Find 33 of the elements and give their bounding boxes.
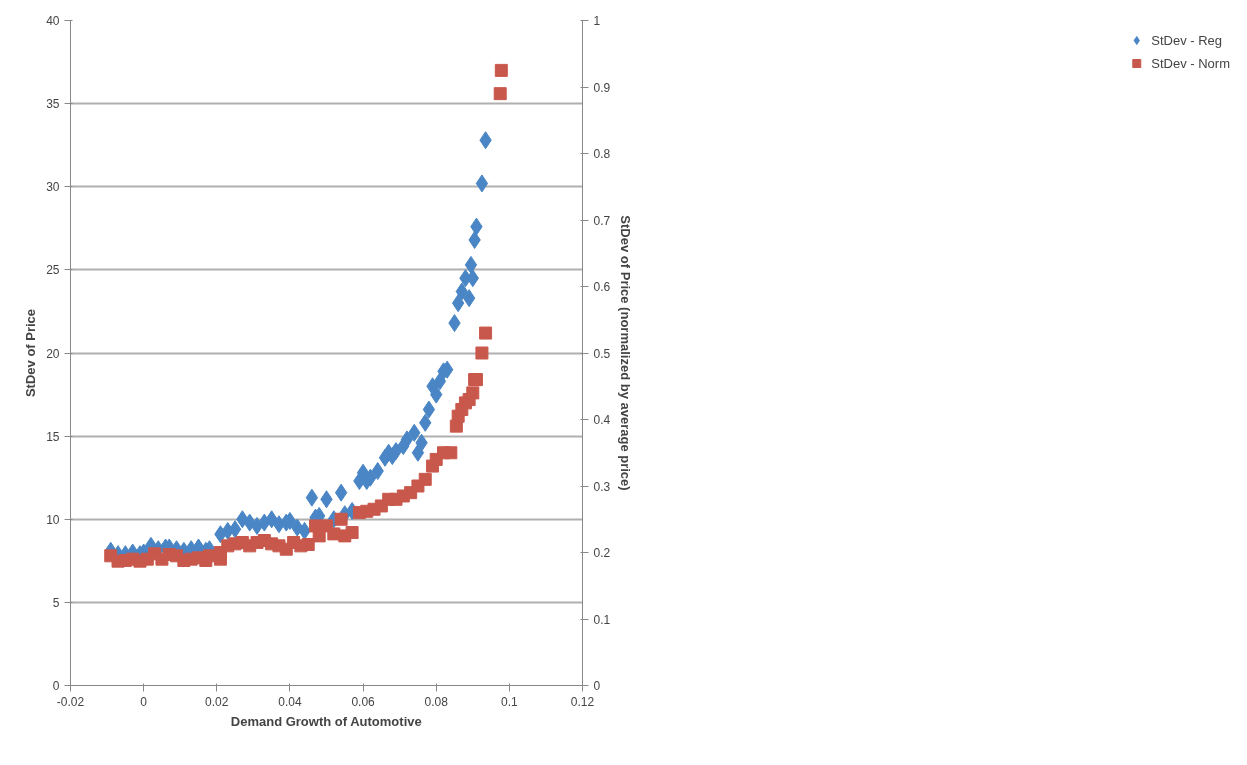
y-tick-label: 5: [52, 595, 60, 610]
y2-tick-label: 0.2: [593, 546, 611, 560]
legend-label: StDev - Norm: [1151, 55, 1230, 71]
x-tick-label: 0.12: [570, 694, 595, 709]
legend-label: StDev - Reg: [1151, 32, 1223, 48]
x-tick-label: 0.02: [205, 694, 229, 709]
y2-axis-title: StDev of Price (normalized by average price): [618, 215, 634, 491]
y-tick-label: 0: [52, 679, 60, 693]
x-axis-title: Demand Growth of Automotive: [230, 713, 422, 729]
x-tick-label: 0.08: [424, 694, 449, 709]
y-tick-label: 40: [46, 14, 60, 28]
y2-tick-label: 0.8: [593, 147, 611, 161]
x-tick-label: 0: [140, 694, 148, 709]
x-tick-label: 0.06: [351, 694, 376, 709]
x-tick-label: 0.04: [278, 694, 302, 709]
y-tick-label: 20: [46, 346, 60, 361]
y-tick-label: 25: [46, 263, 60, 278]
y2-tick-label: 0.9: [593, 80, 611, 95]
y2-tick-label: 0.7: [593, 213, 611, 228]
y2-tick-label: 0.5: [593, 346, 611, 361]
x-tick-label: 0.1: [501, 694, 519, 709]
y2-tick-label: 0.6: [593, 280, 611, 294]
x-tick-label: -0.02: [56, 694, 85, 709]
y2-tick-label: 0.3: [593, 479, 611, 494]
y2-tick-label: 0.1: [593, 612, 611, 627]
y-tick-label: 30: [46, 180, 60, 195]
y2-tick-label: 1: [593, 14, 601, 28]
y-tick-label: 35: [46, 97, 60, 112]
y-tick-label: 10: [46, 512, 60, 527]
y2-tick-label: 0.4: [593, 413, 611, 427]
y-tick-label: 15: [46, 429, 60, 444]
y-axis-title: StDev of Price: [23, 308, 39, 398]
y2-tick-label: 0: [593, 679, 601, 693]
